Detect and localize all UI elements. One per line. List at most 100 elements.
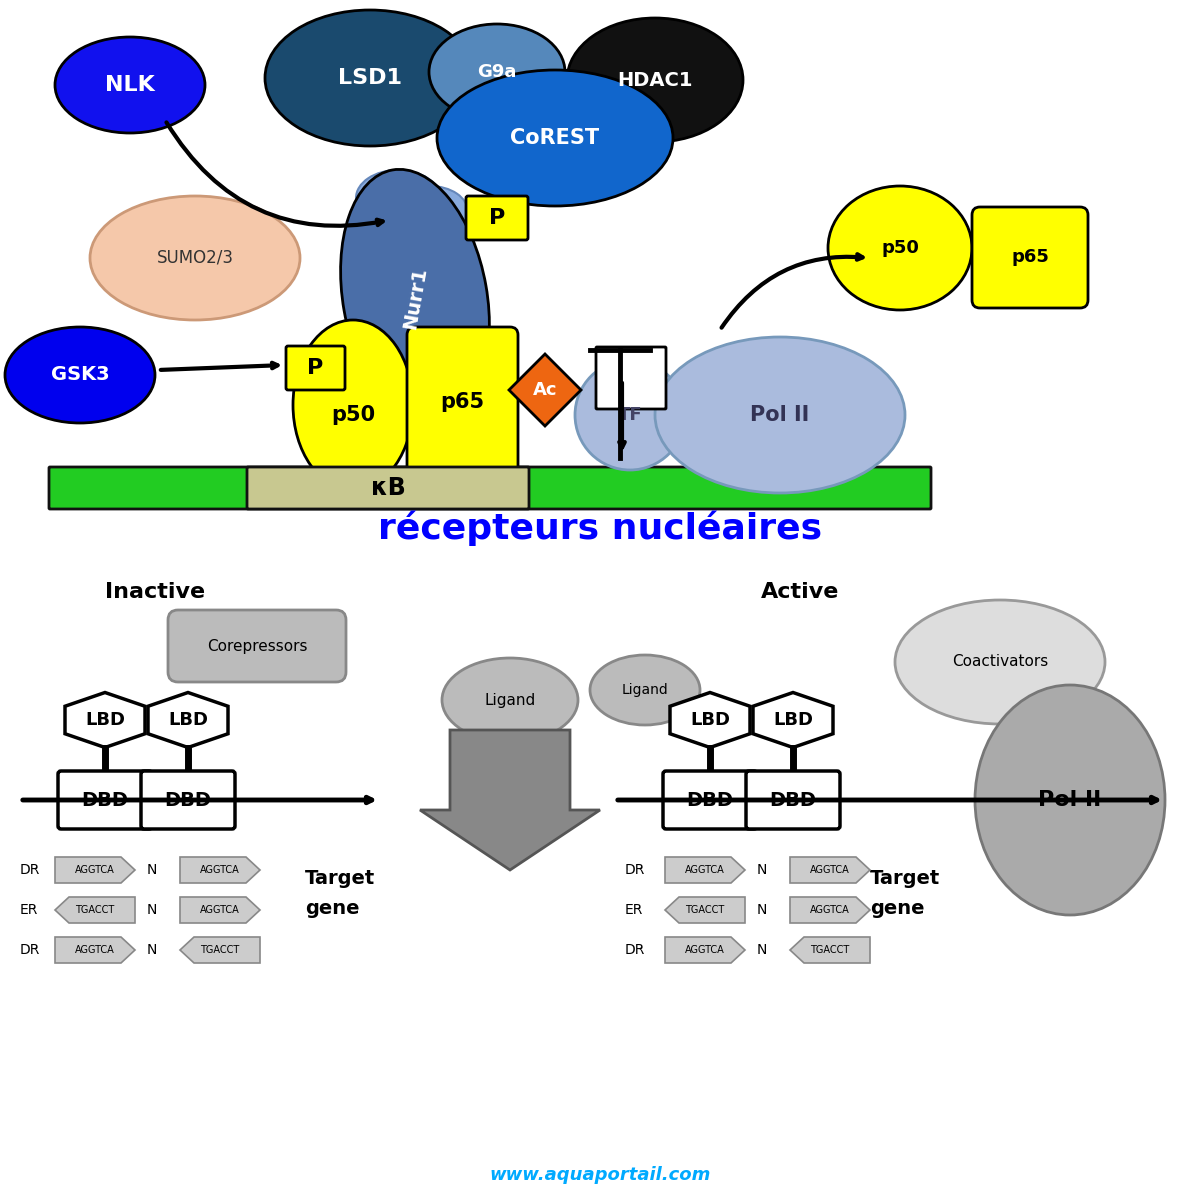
Text: AGGTCA: AGGTCA: [200, 865, 240, 875]
Text: N: N: [757, 943, 767, 958]
Ellipse shape: [356, 170, 440, 226]
Ellipse shape: [575, 360, 685, 470]
FancyBboxPatch shape: [746, 770, 840, 829]
Ellipse shape: [392, 186, 468, 238]
Text: récepteurs nucléaires: récepteurs nucléaires: [378, 510, 822, 546]
Text: LBD: LBD: [773, 710, 814, 728]
Text: Target: Target: [870, 869, 941, 888]
Text: Ac: Ac: [533, 382, 557, 398]
Polygon shape: [180, 898, 260, 923]
Text: gene: gene: [870, 899, 924, 918]
Text: N: N: [757, 902, 767, 917]
Ellipse shape: [590, 655, 700, 725]
Text: GSK3: GSK3: [50, 366, 109, 384]
Polygon shape: [665, 937, 745, 962]
Polygon shape: [420, 730, 600, 870]
Text: P: P: [307, 358, 323, 378]
Ellipse shape: [655, 337, 905, 493]
Text: Ligand: Ligand: [485, 692, 535, 708]
Text: AGGTCA: AGGTCA: [810, 865, 850, 875]
Text: DBD: DBD: [686, 791, 733, 810]
Ellipse shape: [265, 10, 475, 146]
Ellipse shape: [828, 186, 972, 310]
Text: TGACCT: TGACCT: [200, 946, 240, 955]
Ellipse shape: [437, 70, 673, 206]
Text: AGGTCA: AGGTCA: [685, 946, 725, 955]
Polygon shape: [55, 937, 134, 962]
Polygon shape: [754, 692, 833, 748]
Text: LBD: LBD: [168, 710, 208, 728]
Text: HDAC1: HDAC1: [617, 71, 692, 90]
Text: AGGTCA: AGGTCA: [200, 905, 240, 914]
Polygon shape: [55, 857, 134, 883]
Polygon shape: [180, 937, 260, 962]
FancyBboxPatch shape: [247, 467, 529, 509]
FancyBboxPatch shape: [662, 770, 757, 829]
Polygon shape: [665, 898, 745, 923]
Text: Pol II: Pol II: [1038, 790, 1102, 810]
Text: Target: Target: [305, 869, 376, 888]
Ellipse shape: [55, 37, 205, 133]
Text: Ligand: Ligand: [622, 683, 668, 697]
Text: N: N: [146, 863, 157, 877]
Polygon shape: [509, 354, 581, 426]
Text: G9a: G9a: [478, 62, 517, 80]
Ellipse shape: [90, 196, 300, 320]
Ellipse shape: [430, 24, 565, 120]
FancyBboxPatch shape: [407, 326, 518, 478]
Text: Inactive: Inactive: [104, 582, 205, 602]
Polygon shape: [65, 692, 145, 748]
Text: DR: DR: [20, 863, 41, 877]
FancyBboxPatch shape: [286, 346, 346, 390]
Text: DBD: DBD: [164, 791, 211, 810]
Text: ER: ER: [20, 902, 38, 917]
Text: Active: Active: [761, 582, 839, 602]
Ellipse shape: [5, 326, 155, 422]
Text: LBD: LBD: [85, 710, 125, 728]
Polygon shape: [790, 937, 870, 962]
FancyBboxPatch shape: [49, 467, 931, 509]
Text: www.aquaportail.com: www.aquaportail.com: [490, 1166, 710, 1184]
Text: DR: DR: [625, 943, 646, 958]
Text: Nurr1: Nurr1: [400, 265, 430, 331]
Polygon shape: [180, 857, 260, 883]
Polygon shape: [790, 857, 870, 883]
Text: N: N: [757, 863, 767, 877]
Text: AGGTCA: AGGTCA: [685, 865, 725, 875]
Ellipse shape: [341, 169, 490, 427]
FancyBboxPatch shape: [142, 770, 235, 829]
Polygon shape: [790, 898, 870, 923]
Text: TF: TF: [618, 406, 642, 424]
Text: NLK: NLK: [106, 74, 155, 95]
Text: DR: DR: [20, 943, 41, 958]
Text: TGACCT: TGACCT: [76, 905, 115, 914]
Polygon shape: [148, 692, 228, 748]
Ellipse shape: [568, 18, 743, 142]
Text: AGGTCA: AGGTCA: [76, 946, 115, 955]
Text: ER: ER: [625, 902, 643, 917]
Text: LSD1: LSD1: [338, 68, 402, 88]
Text: Coactivators: Coactivators: [952, 654, 1048, 670]
Text: p65: p65: [1012, 248, 1049, 266]
FancyBboxPatch shape: [466, 196, 528, 240]
Polygon shape: [55, 898, 134, 923]
Text: AGGTCA: AGGTCA: [76, 865, 115, 875]
Text: N: N: [146, 902, 157, 917]
Text: LBD: LBD: [690, 710, 730, 728]
FancyBboxPatch shape: [972, 206, 1088, 308]
Text: DBD: DBD: [82, 791, 128, 810]
Text: Corepressors: Corepressors: [206, 638, 307, 654]
Text: p50: p50: [881, 239, 919, 257]
Polygon shape: [670, 692, 750, 748]
Text: TGACCT: TGACCT: [685, 905, 725, 914]
FancyBboxPatch shape: [596, 347, 666, 409]
Text: κB: κB: [371, 476, 406, 500]
Text: N: N: [146, 943, 157, 958]
Ellipse shape: [895, 600, 1105, 724]
Text: gene: gene: [305, 899, 360, 918]
Text: TGACCT: TGACCT: [810, 946, 850, 955]
Text: p50: p50: [331, 404, 376, 425]
Text: DR: DR: [625, 863, 646, 877]
Text: Pol II: Pol II: [750, 404, 810, 425]
Text: SUMO2/3: SUMO2/3: [156, 248, 234, 266]
